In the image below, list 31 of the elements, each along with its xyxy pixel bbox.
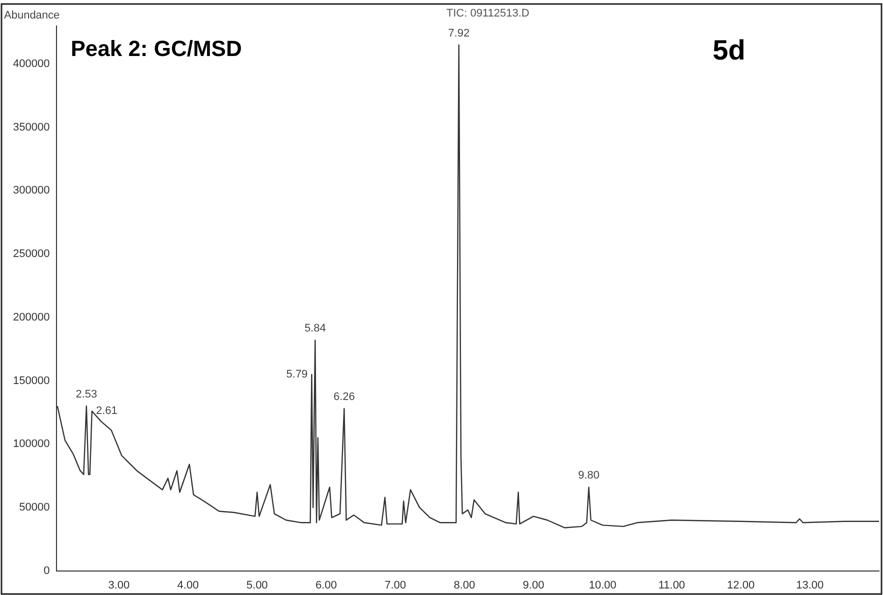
text: TIC: 09112513.D xyxy=(446,8,530,20)
annotation: 9.80 xyxy=(578,470,600,482)
y-tick-label: 300000 xyxy=(12,184,50,197)
y-tick-label: 200000 xyxy=(12,311,50,324)
y-tick-label: 100000 xyxy=(12,438,50,450)
annotation: 5d xyxy=(712,34,746,66)
annotation: 5.79 xyxy=(286,368,308,380)
y-tick-label: 150000 xyxy=(12,374,50,387)
x-tick-label: 5.00 xyxy=(246,579,268,592)
y-tick-label: 0 xyxy=(44,564,50,577)
x-tick-label: 3.00 xyxy=(108,579,130,592)
y-axis-title: Abundance xyxy=(4,10,60,22)
y-tick-label: 250000 xyxy=(12,248,50,260)
x-tick-label: 13.00 xyxy=(796,579,824,592)
y-tick-label: 400000 xyxy=(12,58,50,70)
text: Peak 2: GC/MSD xyxy=(70,36,242,62)
x-tick-label: 11.00 xyxy=(658,579,686,592)
x-tick-label: 7.00 xyxy=(384,579,406,592)
x-tick-label: 8.00 xyxy=(454,579,476,592)
annotation: 5.84 xyxy=(304,322,326,335)
x-tick-label: 10.00 xyxy=(588,579,616,592)
y-tick-label: 50000 xyxy=(19,501,50,514)
x-tick-label: 9.00 xyxy=(522,579,544,592)
x-tick-label: 6.00 xyxy=(315,579,337,592)
annotation: 2.53 xyxy=(76,388,98,401)
y-tick-label: 350000 xyxy=(12,121,50,134)
x-tick-label: 12.00 xyxy=(727,579,755,592)
annotation: 7.92 xyxy=(448,28,470,40)
x-tick-label: 4.00 xyxy=(177,579,199,592)
annotation: 6.26 xyxy=(333,391,355,404)
annotation: 2.61 xyxy=(96,405,118,418)
